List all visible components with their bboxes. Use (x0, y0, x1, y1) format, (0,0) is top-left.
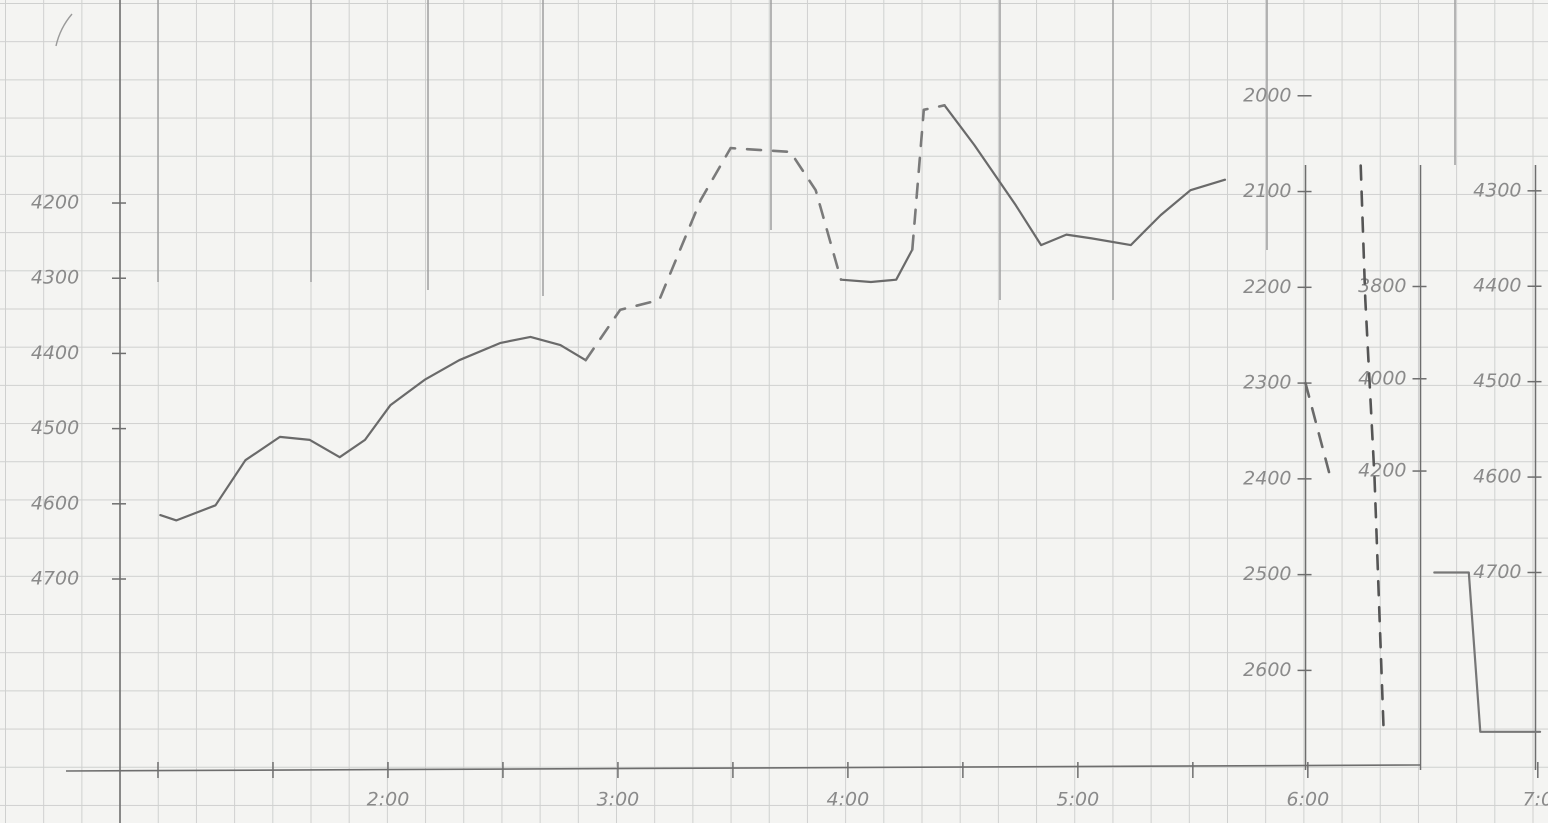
data-line (159, 335, 587, 522)
y-tick-label: 2500 (1243, 563, 1291, 585)
data-line (839, 248, 914, 284)
x-axis (65, 764, 1421, 772)
y-tick-label: 4400 (1473, 275, 1521, 297)
y-tick-label: 4700 (1473, 561, 1521, 583)
y-tick-label: 4400 (31, 342, 79, 364)
data-line (943, 104, 1227, 247)
data-line (1304, 381, 1333, 481)
data-line (1359, 164, 1385, 734)
y-tick-label: 2400 (1243, 467, 1291, 489)
y-tick-label: 4500 (1473, 370, 1521, 392)
y-tick-label: 4600 (31, 492, 79, 514)
y-tick-label: 3800 (1358, 275, 1406, 297)
x-tick-label: 7:0 (1523, 789, 1548, 811)
data-line (584, 146, 843, 362)
y-tick-label: 2000 (1243, 84, 1291, 106)
x-tick-label: 2:00 (367, 789, 410, 811)
y-tick-label: 4500 (31, 417, 79, 439)
data-line (1433, 571, 1542, 733)
x-tick-label: 4:00 (827, 789, 870, 811)
pencil-strokes (55, 0, 1456, 300)
y-tick-label: 4300 (31, 267, 79, 289)
y-tick-label: 4000 (1358, 367, 1406, 389)
y-tick-label: 4200 (1358, 460, 1406, 482)
y-tick-label: 4600 (1473, 466, 1521, 488)
y-tick-label: 4200 (31, 192, 79, 214)
x-tick-label: 5:00 (1057, 789, 1100, 811)
data-line (911, 104, 946, 251)
x-tick-label: 3:00 (597, 789, 640, 811)
y-tick-label: 4700 (31, 568, 79, 590)
y-tick-label: 2200 (1243, 276, 1291, 298)
x-tick-label: 6:00 (1286, 789, 1329, 811)
y-tick-label: 2600 (1243, 659, 1291, 681)
y-tick-label: 4300 (1473, 179, 1521, 201)
y-tick-label: 2300 (1243, 372, 1291, 394)
y-tick-label: 2100 (1243, 180, 1291, 202)
